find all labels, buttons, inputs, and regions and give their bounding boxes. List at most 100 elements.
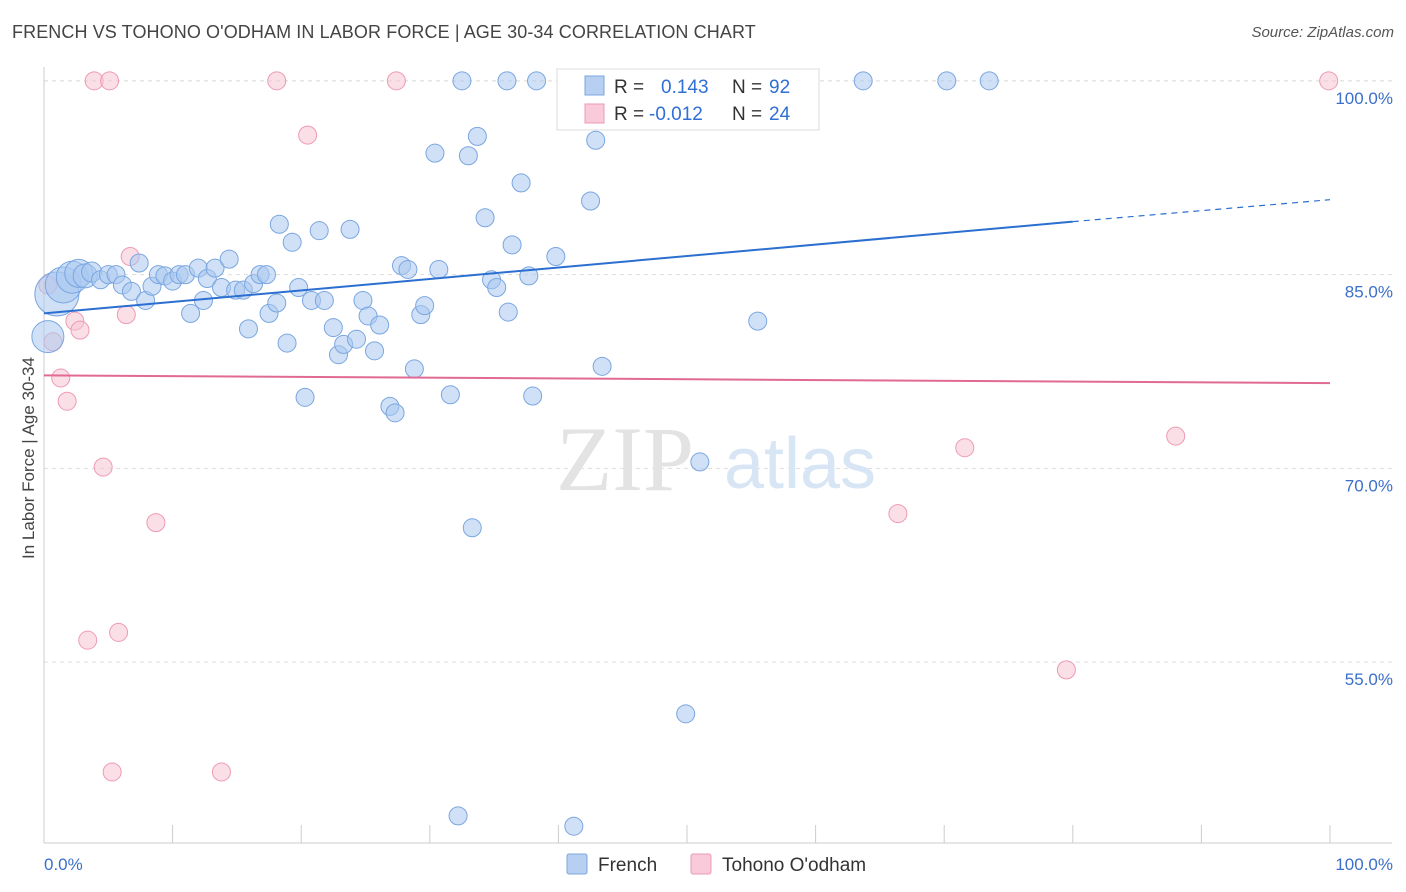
correlation-legend: R = 0.143 N = 92 R = -0.012 N = 24 <box>556 68 820 131</box>
french-point <box>748 311 768 331</box>
french-point <box>581 191 601 211</box>
tohono-point <box>955 438 975 458</box>
french-point <box>462 518 482 538</box>
tohono-point <box>109 622 129 642</box>
tohono-point <box>51 368 71 388</box>
legend-n-label-french: N = <box>732 77 762 98</box>
legend-r-label-tohono: R = <box>614 104 644 125</box>
tohono-point <box>146 513 166 533</box>
tohono-point <box>211 762 231 782</box>
points-layer <box>31 71 1339 836</box>
series-label-tohono: Tohono O'odham <box>722 855 866 876</box>
grid-layer <box>44 80 1392 663</box>
french-trendline <box>43 220 1073 315</box>
french-point <box>592 356 612 376</box>
french-point <box>475 208 495 228</box>
french-point <box>429 259 449 279</box>
watermark-atlas: atlas <box>724 424 876 504</box>
french-trendline-extension <box>1072 199 1331 223</box>
french-point <box>121 281 141 301</box>
french-point <box>586 130 606 150</box>
tohono-point <box>386 71 406 91</box>
x-tick-label-max: 100.0% <box>1335 855 1393 874</box>
french-point <box>487 278 507 298</box>
tohono-point <box>1319 71 1339 91</box>
tohono-point <box>70 320 90 340</box>
french-point <box>527 71 547 91</box>
french-point <box>498 302 518 322</box>
french-point <box>256 265 276 285</box>
tohono-point <box>100 71 120 91</box>
french-point <box>502 235 522 255</box>
french-point <box>269 214 289 234</box>
tohono-point <box>267 71 287 91</box>
y-axis-title: In Labor Force | Age 30-34 <box>19 357 38 559</box>
tohono-point <box>93 457 113 477</box>
legend-n-value-tohono: 24 <box>769 104 791 125</box>
watermark-zip: ZIP <box>556 408 694 510</box>
french-point <box>314 290 334 310</box>
y-tick-label: 55.0% <box>1345 670 1393 689</box>
french-point <box>309 221 329 241</box>
source-label: Source: ZipAtlas.com <box>1251 24 1394 41</box>
french-point <box>365 341 385 361</box>
legend-r-value-french: 0.143 <box>661 77 709 98</box>
french-point <box>415 296 435 316</box>
french-point <box>267 293 287 313</box>
french-point <box>937 71 957 91</box>
french-point <box>346 329 366 349</box>
tohono-point <box>298 125 318 145</box>
french-point <box>497 71 517 91</box>
tohono-point <box>116 305 136 325</box>
french-point <box>564 816 584 836</box>
labels-layer: In Labor Force | Age 30-34 55.0% 70.0% 85.… <box>19 89 1393 874</box>
tohono-point <box>1166 426 1186 446</box>
y-tick-label: 85.0% <box>1345 283 1393 302</box>
x-tick-label-min: 0.0% <box>44 855 83 874</box>
y-tick-label: 70.0% <box>1345 476 1393 495</box>
french-point <box>448 806 468 826</box>
french-point <box>452 71 472 91</box>
legend-r-value-tohono: -0.012 <box>649 104 703 125</box>
tohono-point <box>888 504 908 524</box>
legend-swatch-french <box>584 75 605 96</box>
series-swatch-tohono <box>690 853 712 875</box>
tohono-point <box>102 762 122 782</box>
legend-r-label-french: R = <box>614 77 644 98</box>
tohono-point <box>78 630 98 650</box>
series-swatch-french <box>566 853 588 875</box>
tohono-point <box>57 391 77 411</box>
legend-n-value-french: 92 <box>769 77 790 98</box>
french-point <box>370 315 390 335</box>
french-point <box>181 303 201 323</box>
french-point <box>853 71 873 91</box>
watermark: ZIP atlas <box>556 408 876 510</box>
french-point <box>31 320 65 354</box>
french-point <box>404 359 424 379</box>
french-point <box>385 403 405 423</box>
french-point <box>205 258 225 278</box>
french-point <box>238 319 258 339</box>
trend-layer <box>43 199 1331 385</box>
series-label-french: French <box>598 855 657 876</box>
french-point <box>546 247 566 267</box>
french-point <box>219 249 239 269</box>
legend-n-label-tohono: N = <box>732 104 762 125</box>
tohono-trendline <box>43 374 1331 385</box>
legend-swatch-tohono <box>584 103 605 124</box>
chart-title: FRENCH VS TOHONO O'ODHAM IN LABOR FORCE … <box>12 22 756 42</box>
french-point <box>282 232 302 252</box>
series-legend: French Tohono O'odham <box>566 853 866 876</box>
y-tick-label: 100.0% <box>1335 89 1393 108</box>
french-point <box>676 704 696 724</box>
french-point <box>690 452 710 472</box>
french-point <box>425 143 445 163</box>
french-point <box>129 253 149 273</box>
french-point <box>440 385 460 405</box>
french-point <box>458 146 478 166</box>
tohono-point <box>1056 660 1076 680</box>
french-point <box>323 318 343 338</box>
french-point <box>398 259 418 279</box>
french-point <box>340 219 360 239</box>
